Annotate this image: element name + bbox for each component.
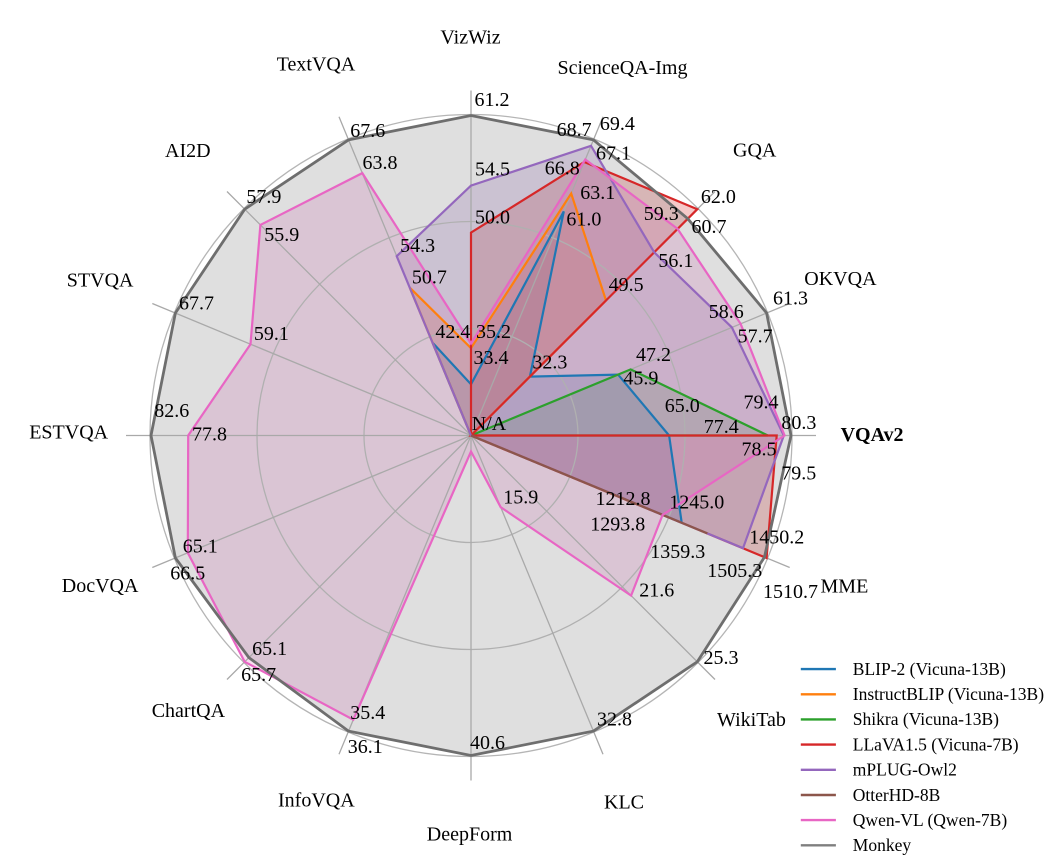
svg-text:ChartQA: ChartQA bbox=[152, 700, 226, 722]
svg-text:54.5: 54.5 bbox=[475, 159, 510, 181]
svg-text:1293.8: 1293.8 bbox=[590, 514, 645, 536]
svg-text:77.8: 77.8 bbox=[192, 423, 227, 445]
svg-text:WikiTab: WikiTab bbox=[717, 709, 786, 731]
svg-text:VizWiz: VizWiz bbox=[440, 26, 500, 48]
svg-text:Qwen-VL (Qwen-7B): Qwen-VL (Qwen-7B) bbox=[853, 810, 1008, 830]
svg-text:57.9: 57.9 bbox=[246, 186, 281, 208]
svg-text:58.6: 58.6 bbox=[709, 301, 744, 323]
svg-text:77.4: 77.4 bbox=[704, 416, 739, 438]
svg-text:65.0: 65.0 bbox=[665, 395, 700, 417]
svg-text:Monkey: Monkey bbox=[853, 835, 912, 855]
svg-text:InstructBLIP (Vicuna-13B): InstructBLIP (Vicuna-13B) bbox=[853, 684, 1044, 704]
svg-text:DeepForm: DeepForm bbox=[427, 824, 513, 846]
svg-text:36.1: 36.1 bbox=[348, 736, 383, 758]
svg-text:TextVQA: TextVQA bbox=[277, 53, 356, 75]
svg-text:59.1: 59.1 bbox=[254, 323, 289, 345]
svg-text:50.0: 50.0 bbox=[475, 207, 510, 229]
svg-text:65.7: 65.7 bbox=[241, 664, 276, 686]
svg-text:AI2D: AI2D bbox=[165, 140, 211, 162]
svg-text:67.1: 67.1 bbox=[596, 143, 631, 165]
svg-text:1505.3: 1505.3 bbox=[707, 560, 762, 582]
svg-text:1510.7: 1510.7 bbox=[763, 581, 818, 603]
svg-text:40.6: 40.6 bbox=[470, 732, 505, 754]
svg-text:59.3: 59.3 bbox=[644, 203, 679, 225]
svg-text:55.9: 55.9 bbox=[264, 224, 299, 246]
svg-text:32.8: 32.8 bbox=[597, 709, 632, 731]
svg-text:67.6: 67.6 bbox=[350, 120, 385, 142]
svg-text:ESTVQA: ESTVQA bbox=[29, 421, 108, 443]
svg-text:Shikra (Vicuna-13B): Shikra (Vicuna-13B) bbox=[853, 709, 999, 729]
svg-text:61.0: 61.0 bbox=[566, 209, 601, 231]
svg-text:GQA: GQA bbox=[733, 140, 777, 162]
svg-text:DocVQA: DocVQA bbox=[62, 575, 139, 597]
svg-text:49.5: 49.5 bbox=[609, 274, 644, 296]
svg-text:60.7: 60.7 bbox=[692, 216, 727, 238]
svg-text:32.3: 32.3 bbox=[532, 351, 567, 373]
svg-text:66.5: 66.5 bbox=[170, 563, 205, 585]
svg-text:KLC: KLC bbox=[604, 792, 644, 814]
svg-text:63.8: 63.8 bbox=[363, 152, 398, 174]
svg-text:15.9: 15.9 bbox=[503, 487, 538, 509]
svg-text:82.6: 82.6 bbox=[154, 400, 189, 422]
svg-text:57.7: 57.7 bbox=[738, 326, 773, 348]
svg-text:ScienceQA-Img: ScienceQA-Img bbox=[558, 57, 688, 79]
svg-text:42.4: 42.4 bbox=[435, 321, 470, 343]
svg-text:80.3: 80.3 bbox=[781, 412, 816, 434]
svg-text:61.2: 61.2 bbox=[475, 89, 510, 111]
svg-text:35.2: 35.2 bbox=[476, 321, 511, 343]
svg-text:STVQA: STVQA bbox=[67, 270, 134, 292]
svg-text:65.1: 65.1 bbox=[183, 535, 218, 557]
svg-text:OtterHD-8B: OtterHD-8B bbox=[853, 785, 940, 805]
svg-text:N/A: N/A bbox=[472, 413, 507, 435]
svg-text:54.3: 54.3 bbox=[400, 235, 435, 257]
svg-text:79.4: 79.4 bbox=[744, 392, 779, 414]
svg-text:33.4: 33.4 bbox=[474, 347, 509, 369]
svg-text:BLIP-2 (Vicuna-13B): BLIP-2 (Vicuna-13B) bbox=[853, 659, 1006, 679]
svg-text:62.0: 62.0 bbox=[701, 186, 736, 208]
svg-text:61.3: 61.3 bbox=[773, 287, 808, 309]
svg-text:65.1: 65.1 bbox=[252, 638, 287, 660]
svg-text:21.6: 21.6 bbox=[639, 580, 674, 602]
svg-text:1359.3: 1359.3 bbox=[650, 541, 705, 563]
svg-text:1245.0: 1245.0 bbox=[669, 492, 724, 514]
svg-text:66.8: 66.8 bbox=[545, 158, 580, 180]
svg-text:47.2: 47.2 bbox=[636, 344, 671, 366]
svg-text:1450.2: 1450.2 bbox=[749, 527, 804, 549]
svg-text:79.5: 79.5 bbox=[781, 463, 816, 485]
svg-text:50.7: 50.7 bbox=[412, 267, 447, 289]
svg-text:63.1: 63.1 bbox=[580, 182, 615, 204]
svg-text:69.4: 69.4 bbox=[600, 113, 635, 135]
svg-text:67.7: 67.7 bbox=[179, 293, 214, 315]
svg-text:25.3: 25.3 bbox=[704, 647, 739, 669]
svg-text:MME: MME bbox=[821, 576, 869, 598]
svg-text:56.1: 56.1 bbox=[658, 250, 693, 272]
svg-text:78.5: 78.5 bbox=[742, 439, 777, 461]
svg-text:45.9: 45.9 bbox=[623, 368, 658, 390]
svg-text:VQAv2: VQAv2 bbox=[841, 424, 904, 446]
svg-text:68.7: 68.7 bbox=[557, 119, 592, 141]
svg-text:OKVQA: OKVQA bbox=[804, 268, 877, 290]
svg-text:1212.8: 1212.8 bbox=[596, 488, 651, 510]
svg-text:35.4: 35.4 bbox=[350, 702, 385, 724]
svg-text:InfoVQA: InfoVQA bbox=[278, 790, 355, 812]
svg-text:mPLUG-Owl2: mPLUG-Owl2 bbox=[853, 760, 957, 780]
svg-text:LLaVA1.5 (Vicuna-7B): LLaVA1.5 (Vicuna-7B) bbox=[853, 734, 1019, 754]
